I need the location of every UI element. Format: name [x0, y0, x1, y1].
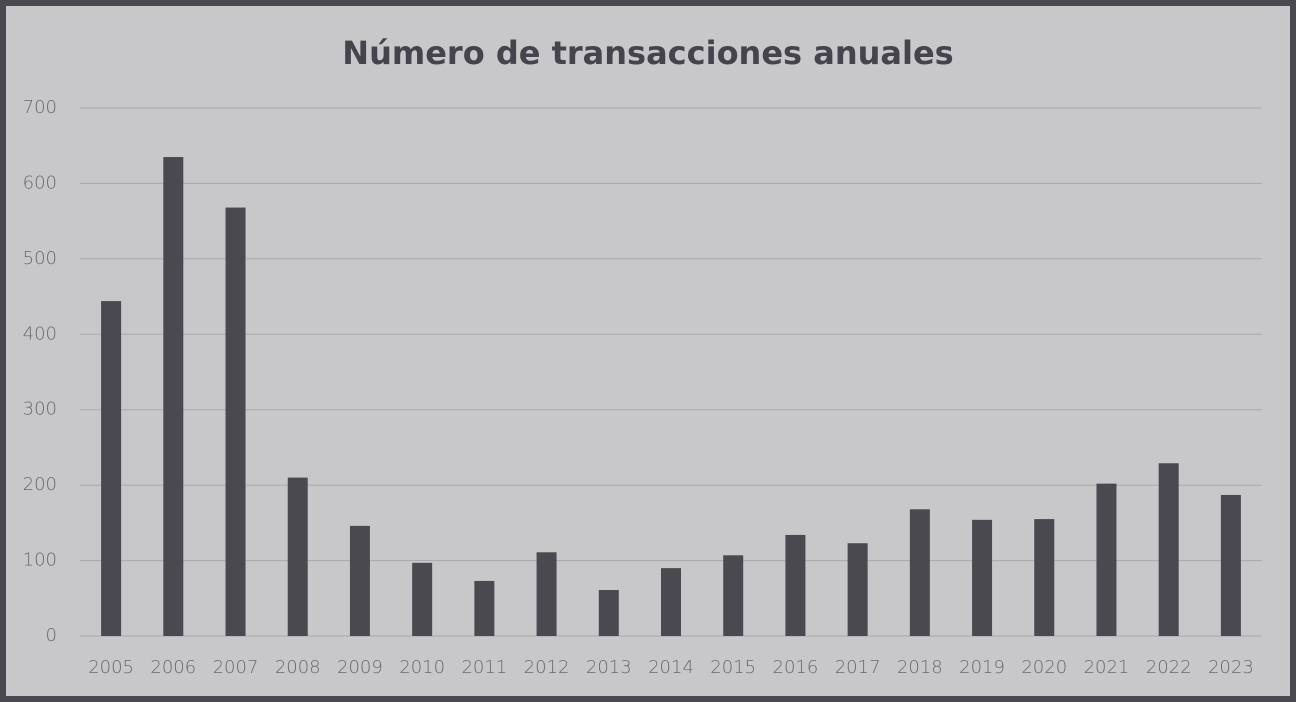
- y-tick-label: 700: [23, 97, 57, 118]
- bar: [225, 207, 246, 636]
- x-tick-label: 2012: [524, 657, 570, 678]
- bar: [909, 509, 930, 636]
- y-tick-label: 0: [46, 625, 57, 646]
- bar: [1158, 463, 1179, 636]
- bar: [598, 589, 619, 636]
- x-tick-label: 2022: [1146, 657, 1192, 678]
- bar: [723, 555, 744, 636]
- x-tick-label: 2005: [88, 657, 134, 678]
- bar: [1034, 519, 1055, 636]
- y-tick-label: 500: [23, 248, 57, 269]
- x-tick-label: 2015: [710, 657, 756, 678]
- bar: [785, 534, 806, 636]
- x-tick-label: 2019: [959, 657, 1005, 678]
- bar: [287, 477, 308, 636]
- y-tick-label: 100: [23, 550, 57, 571]
- bar: [474, 580, 495, 636]
- y-tick-label: 200: [23, 474, 57, 495]
- bar: [163, 157, 184, 636]
- bar: [1220, 494, 1241, 636]
- x-tick-label: 2011: [461, 657, 507, 678]
- y-tick-label: 600: [23, 172, 57, 193]
- x-tick-label: 2008: [275, 657, 321, 678]
- x-tick-label: 2017: [835, 657, 881, 678]
- x-tick-label: 2009: [337, 657, 383, 678]
- bar: [412, 562, 433, 636]
- x-tick-label: 2018: [897, 657, 943, 678]
- x-tick-label: 2016: [773, 657, 819, 678]
- x-tick-label: 2020: [1021, 657, 1067, 678]
- x-tick-label: 2010: [399, 657, 445, 678]
- x-tick-label: 2021: [1084, 657, 1130, 678]
- bar: [349, 525, 370, 636]
- x-tick-label: 2013: [586, 657, 632, 678]
- x-tick-label: 2023: [1208, 657, 1254, 678]
- chart-title: Número de transacciones anuales: [342, 34, 953, 72]
- x-tick-label: 2007: [213, 657, 259, 678]
- bar: [972, 519, 993, 636]
- x-tick-label: 2014: [648, 657, 694, 678]
- bar: [536, 552, 557, 636]
- bar: [101, 301, 122, 636]
- bar: [661, 568, 681, 636]
- y-tick-label: 300: [23, 399, 57, 420]
- bar: [847, 543, 868, 636]
- bar: [1096, 483, 1117, 636]
- y-tick-label: 400: [23, 323, 57, 344]
- x-tick-label: 2006: [150, 657, 196, 678]
